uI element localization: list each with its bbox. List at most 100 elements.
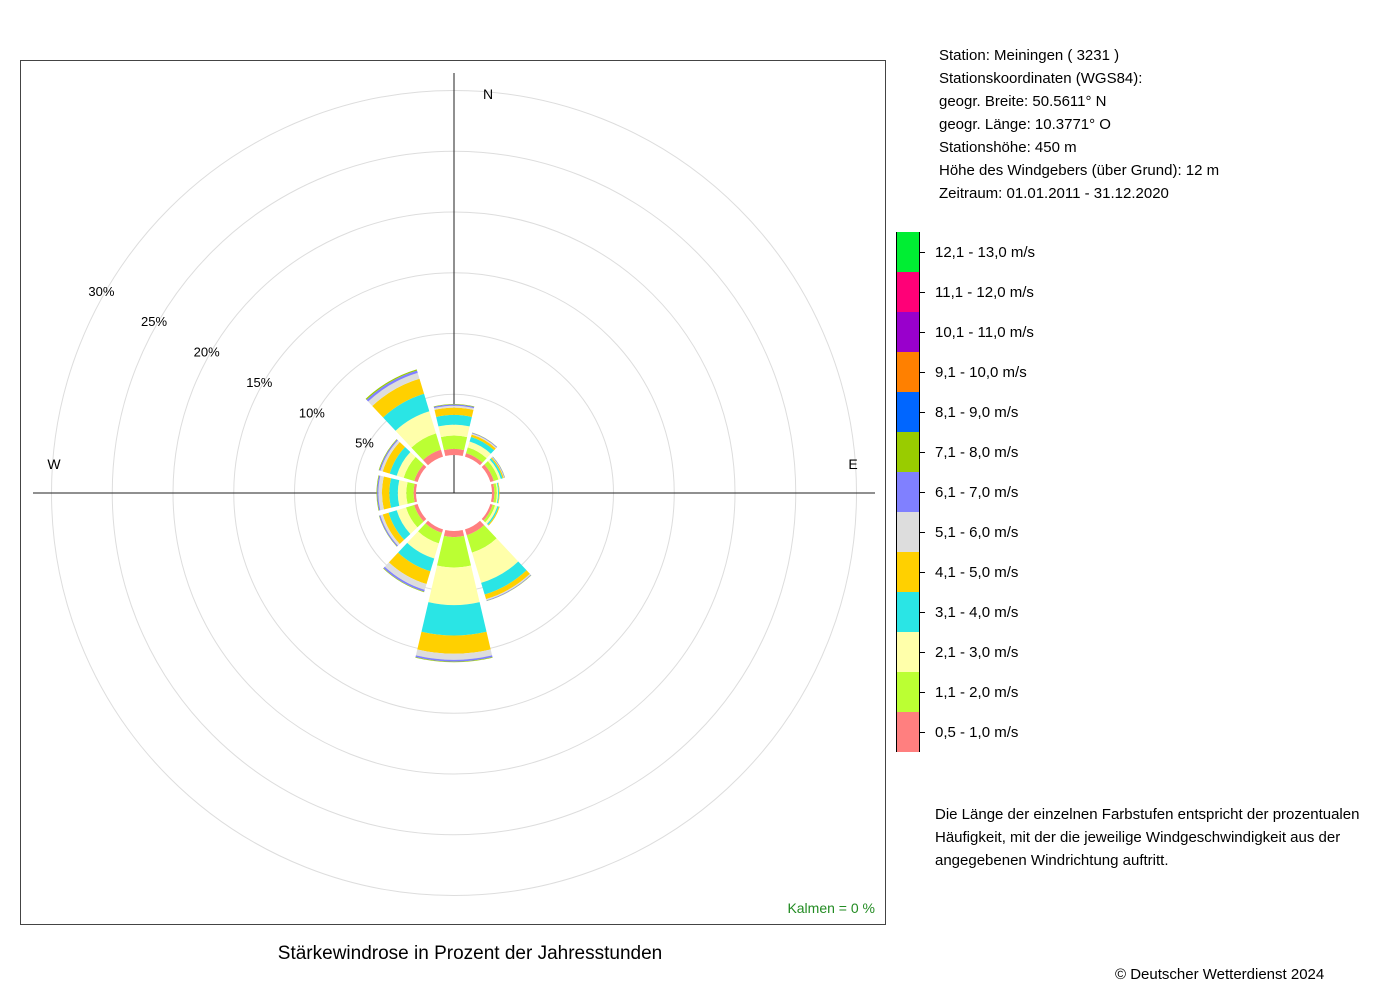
rose-segment-dir60-class2 [487, 459, 501, 480]
rose-segment-dir120-class4 [488, 506, 500, 526]
rose-segment-dir330-class0 [422, 449, 444, 466]
wind-rose-svg: 5% 10% 15% 20% 25% 30% N E W Kalmen = 0 % [33, 73, 875, 916]
legend-label: 10,1 - 11,0 m/s [935, 324, 1034, 341]
time-period: Zeitraum: 01.01.2011 - 31.12.2020 [939, 185, 1169, 202]
rose-segment-dir180-class6 [415, 655, 493, 662]
legend-swatch [897, 232, 919, 272]
rose-segment-dir180-class1 [436, 535, 472, 568]
legend-tick [919, 252, 925, 253]
rose-segment-dir180-class3 [421, 602, 487, 636]
legend-label: 5,1 - 6,0 m/s [935, 524, 1019, 541]
rose-segment-dir330-class2 [395, 411, 436, 448]
radial-tick-label: 15% [246, 375, 272, 390]
legend-swatch [897, 592, 919, 632]
radial-tick-label: 25% [141, 314, 167, 329]
rose-segment-dir270-class0 [413, 483, 418, 503]
legend-swatch [897, 312, 919, 352]
legend-swatch [897, 352, 919, 392]
radial-tick-label: 30% [88, 284, 114, 299]
legend-label: 1,1 - 2,0 m/s [935, 684, 1019, 701]
direction-label-w: W [47, 456, 61, 472]
legend-label: 3,1 - 4,0 m/s [935, 604, 1019, 621]
radial-tick-label: 20% [194, 345, 220, 360]
rose-segment-dir120-class3 [487, 506, 499, 526]
rose-segment-dir0-class7 [433, 403, 475, 407]
rose-segment-dir90-class3 [496, 482, 500, 504]
rose-segment-dir270-class4 [381, 476, 391, 510]
legend-swatch [897, 432, 919, 472]
legend-tick [919, 612, 925, 613]
legend-tick [919, 492, 925, 493]
rose-segment-dir150-class3 [481, 561, 527, 595]
direction-label-n: N [483, 86, 493, 102]
rose-segment-dir300-class6 [379, 439, 398, 471]
rose-segment-dir120-class0 [481, 503, 493, 521]
rose-segment-dir30-class3 [469, 436, 495, 454]
legend-swatch [897, 512, 919, 552]
legend-label: 12,1 - 13,0 m/s [935, 244, 1036, 261]
rose-segment-dir120-class1 [483, 504, 496, 523]
legend-tick [919, 292, 925, 293]
rose-segment-dir30-class2 [467, 441, 491, 459]
legend-swatch [897, 272, 919, 312]
sensor-height: Höhe des Windgebers (über Grund): 12 m [939, 162, 1220, 179]
rose-segment-dir0-class0 [443, 448, 465, 457]
rose-segment-dir210-class1 [418, 523, 442, 544]
rose-segment-dir0-class6 [433, 404, 475, 409]
rose-segment-dir0-class2 [438, 424, 470, 438]
rose-segment-dir210-class6 [383, 566, 425, 592]
legend-label: 4,1 - 5,0 m/s [935, 564, 1019, 581]
rose-segment-dir60-class5 [491, 457, 505, 478]
station-elevation: Stationshöhe: 450 m [939, 139, 1077, 156]
rose-segment-dir30-class4 [470, 434, 496, 451]
legend-label: 9,1 - 10,0 m/s [935, 364, 1027, 381]
rose-segment-dir210-class2 [407, 531, 439, 559]
legend-label: 0,5 - 1,0 m/s [935, 724, 1019, 741]
legend-swatch [897, 712, 919, 752]
rose-segment-dir60-class4 [491, 457, 504, 479]
rose-segment-dir270-class1 [406, 482, 415, 504]
rose-segment-dir180-class2 [428, 565, 480, 606]
rose-segment-dir180-class7 [415, 657, 493, 663]
legend-swatch [897, 632, 919, 672]
rose-segment-dir120-class2 [485, 505, 498, 525]
rose-segment-dir300-class0 [414, 464, 427, 483]
rose-segment-dir210-class4 [388, 552, 431, 585]
rose-segment-dir240-class3 [388, 510, 411, 540]
legend-label: 11,1 - 12,0 m/s [935, 284, 1034, 301]
copyright: © Deutscher Wetterdienst 2024 [1115, 966, 1325, 983]
rose-segment-dir330-class1 [411, 433, 441, 460]
rose-segment-dir270-class5 [378, 475, 384, 511]
legend-tick [919, 372, 925, 373]
legend-label: 7,1 - 8,0 m/s [935, 444, 1019, 461]
rose-segment-dir240-class6 [379, 515, 398, 547]
legend-tick [919, 572, 925, 573]
rose-segment-dir0-class1 [440, 435, 468, 451]
legend-label: 8,1 - 9,0 m/s [935, 404, 1019, 421]
legend-tick [919, 452, 925, 453]
rose-segment-dir180-class4 [417, 631, 491, 654]
rose-segment-dir180-class5 [415, 649, 493, 660]
rose-segment-dir180-class0 [443, 529, 465, 538]
rose-segment-dir270-class6 [377, 475, 381, 511]
rose-segment-dir0-class5 [434, 405, 474, 410]
calm-label: Kalmen = 0 % [787, 900, 875, 916]
rose-segment-dir210-class3 [398, 542, 435, 572]
rose-segment-dir330-class5 [368, 372, 420, 406]
rose-segment-dir240-class0 [414, 503, 427, 522]
legend-swatch [897, 472, 919, 512]
legend-tick [919, 692, 925, 693]
rose-segment-dir270-class3 [389, 478, 400, 508]
latitude: geogr. Breite: 50.5611° N [939, 93, 1107, 110]
rose-segment-dir240-class1 [405, 505, 424, 528]
rose-segment-dir60-class1 [484, 461, 499, 481]
rose-segment-dir30-class1 [466, 447, 487, 463]
wind-rose-plot: 5% 10% 15% 20% 25% 30% N E W Kalmen = 0 % [20, 60, 886, 925]
legend-label: 2,1 - 3,0 m/s [935, 644, 1019, 661]
rose-segment-dir330-class6 [366, 370, 418, 402]
legend-swatch [897, 392, 919, 432]
rose-segment-dir60-class0 [481, 464, 494, 483]
rose-segment-dir0-class4 [434, 407, 474, 417]
rose-segment-dir300-class2 [396, 452, 416, 478]
rose-segment-dir330-class4 [372, 378, 425, 418]
